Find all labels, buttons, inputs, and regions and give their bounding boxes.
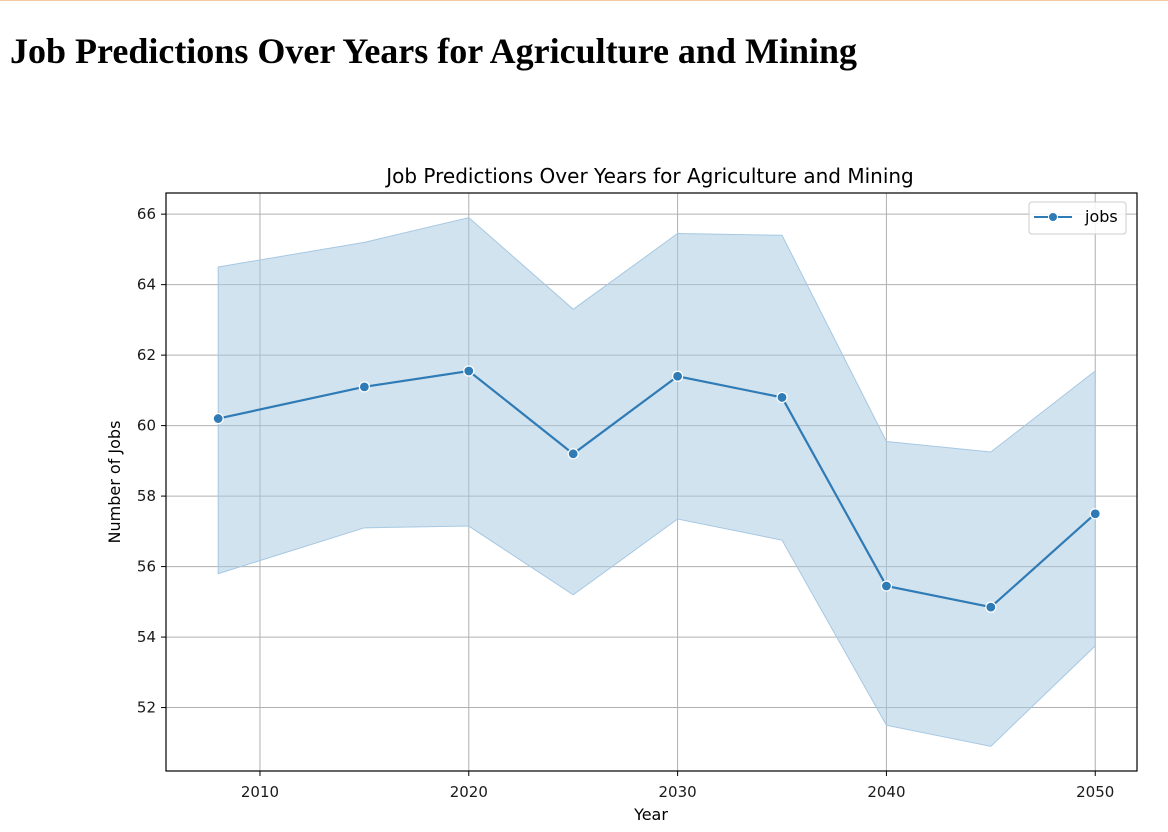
y-tick-label: 56 xyxy=(137,558,156,576)
data-point xyxy=(776,391,788,404)
y-tick-label: 62 xyxy=(137,346,156,364)
x-tick-label: 2030 xyxy=(659,783,697,801)
plot-frame xyxy=(165,192,1138,772)
data-point xyxy=(358,381,370,393)
x-tick-label: 2020 xyxy=(450,783,488,801)
legend-label-jobs: jobs xyxy=(1084,207,1118,226)
y-axis-label: Number of Jobs xyxy=(105,421,124,544)
data-point xyxy=(880,580,893,592)
chart-title: Job Predictions Over Years for Agricultu… xyxy=(384,164,914,188)
data-point xyxy=(567,448,579,460)
data-points xyxy=(212,365,1101,613)
y-tick-label: 66 xyxy=(137,205,156,223)
x-tick-label: 2010 xyxy=(241,783,279,801)
confidence-band-group xyxy=(217,217,1096,747)
x-axis-ticks: 2010 2020 2030 2040 2050 xyxy=(241,771,1114,801)
data-point xyxy=(985,601,997,613)
data-point xyxy=(212,412,224,425)
y-axis-ticks: 52 54 56 58 60 62 64 66 xyxy=(137,205,166,717)
x-tick-label: 2050 xyxy=(1076,783,1114,801)
y-tick-label: 52 xyxy=(137,699,156,717)
confidence-band xyxy=(217,217,1096,747)
y-tick-label: 58 xyxy=(137,487,156,505)
data-point xyxy=(672,370,684,382)
y-tick-label: 60 xyxy=(137,417,156,435)
data-point xyxy=(463,365,475,377)
top-border xyxy=(0,0,1168,1)
legend-box xyxy=(1028,201,1127,235)
page-title: Job Predictions Over Years for Agricultu… xyxy=(10,31,857,71)
x-axis-label: Year xyxy=(633,805,668,824)
legend: jobs xyxy=(1028,201,1127,235)
x-tick-label: 2040 xyxy=(867,783,905,801)
y-tick-label: 64 xyxy=(137,276,156,294)
y-tick-label: 54 xyxy=(137,628,156,646)
data-point xyxy=(1089,508,1101,520)
legend-marker-swatch xyxy=(1048,212,1058,222)
